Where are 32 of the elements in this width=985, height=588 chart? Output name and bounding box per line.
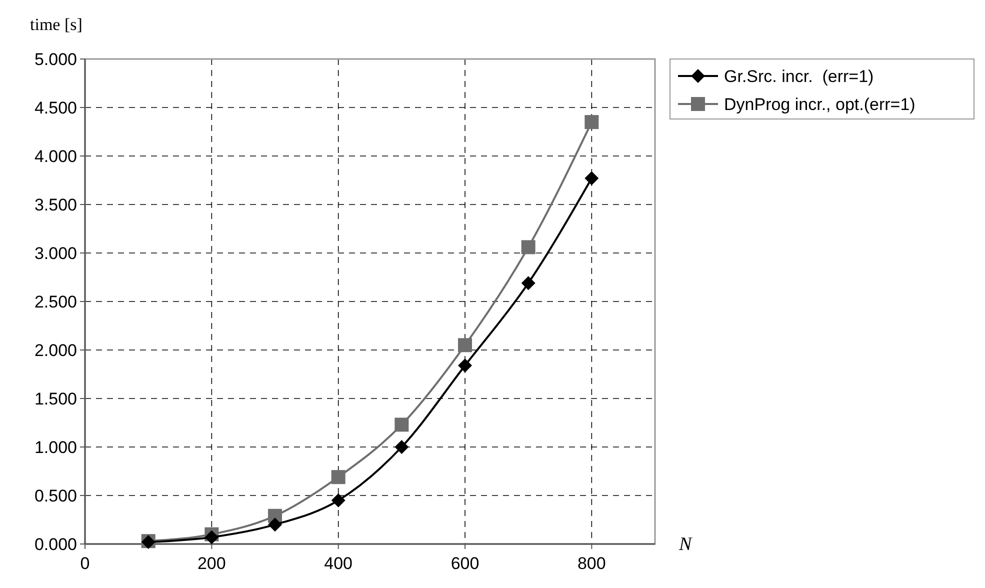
x-tick-label: 400 (324, 554, 353, 573)
y-tick-label: 1.000 (34, 438, 77, 457)
point (331, 470, 346, 484)
y-tick-label: 0.500 (34, 486, 77, 506)
x-tick-label: 0 (80, 554, 90, 573)
point (584, 171, 599, 186)
point (521, 276, 536, 290)
x-tick-label: 800 (577, 554, 606, 573)
point (584, 115, 599, 130)
y-tick-label: 0.000 (34, 535, 77, 554)
y-tick-label: 4.000 (34, 147, 77, 166)
x-tick-label: 600 (450, 554, 480, 573)
point (268, 518, 282, 532)
y-tick-label: 2.500 (34, 292, 77, 312)
legend-label: DynProg incr., opt.(err=1) (724, 95, 916, 114)
point (394, 440, 409, 454)
point (331, 493, 346, 508)
x-tick-label: 200 (197, 554, 226, 573)
point (521, 240, 536, 254)
y-tick-label: 4.500 (34, 98, 77, 118)
y-axis-title: time [s] (30, 15, 82, 34)
point (394, 418, 409, 432)
y-tick-label: 5.000 (34, 50, 77, 69)
legend-label: Gr.Src. incr. (err=1) (724, 67, 874, 86)
point (458, 358, 472, 373)
point (458, 338, 472, 352)
y-tick-label: 2.000 (34, 341, 77, 360)
x-axis-title: N (678, 534, 693, 555)
y-tick-label: 3.000 (34, 244, 77, 263)
point (204, 530, 219, 544)
y-tick-label: 1.500 (34, 390, 77, 408)
y-tick-label: 3.500 (34, 196, 77, 214)
